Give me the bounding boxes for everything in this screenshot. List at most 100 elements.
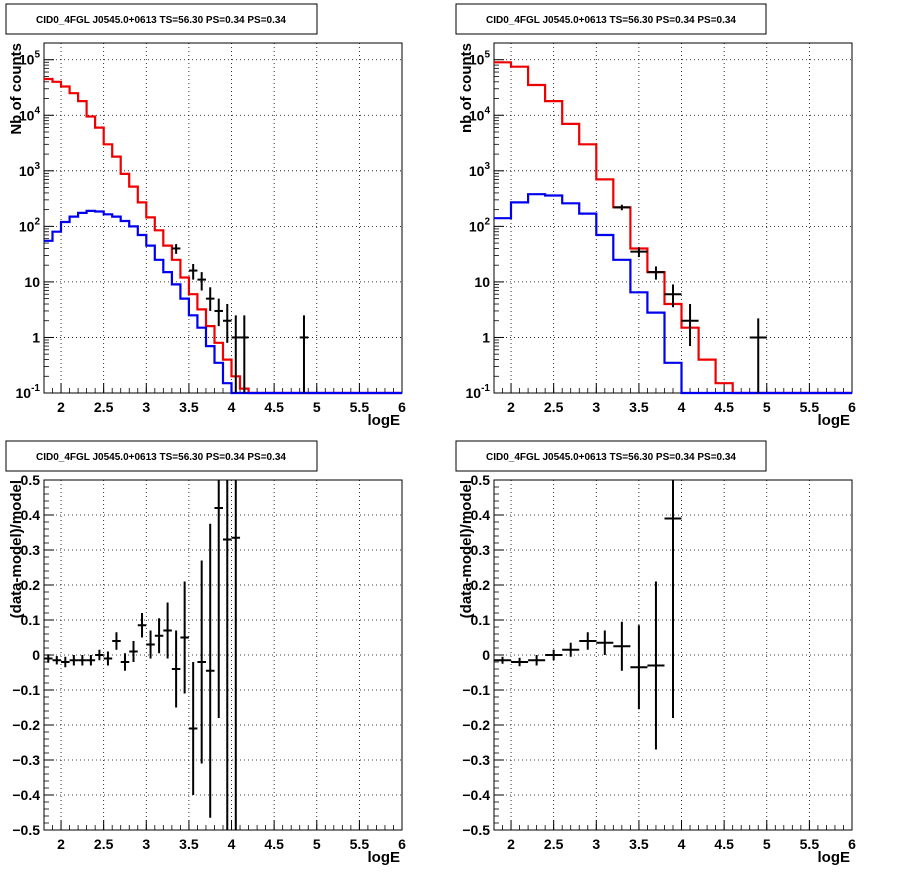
- data-point: [86, 655, 96, 666]
- x-axis-label: logE: [818, 849, 851, 866]
- x-tick-label: 5: [763, 399, 771, 415]
- y-tick-label: −0.4: [12, 787, 40, 803]
- data-point: [579, 632, 597, 650]
- x-tick-label: 4.5: [714, 836, 734, 852]
- x-tick-label: 4: [228, 836, 236, 852]
- y-tick-label: 1: [32, 329, 40, 345]
- y-tick-label: 102: [19, 216, 41, 234]
- data-point: [95, 649, 104, 661]
- data-point: [630, 625, 648, 710]
- data-point: [596, 630, 614, 655]
- series-layer: [494, 480, 682, 750]
- data-point: [511, 657, 529, 667]
- panel-title: CID0_4FGL J0545.0+0613 TS=56.30 PS=0.34 …: [486, 452, 736, 463]
- data-point: [223, 480, 232, 830]
- data-point: [664, 284, 682, 308]
- x-tick-label: 3: [592, 399, 600, 415]
- x-tick-label: 6: [848, 836, 856, 852]
- y-tick-label: 0.5: [471, 472, 491, 488]
- x-tick-label: 3: [142, 399, 150, 415]
- y-tick-label: 0.3: [471, 542, 491, 558]
- y-ticks: −0.5 −0.4 −0.3 −0.2 −0.1 0 0.1 0.2 0.3 0.4 0.5: [12, 472, 54, 838]
- data-point: [681, 304, 699, 347]
- data-point: [214, 480, 223, 718]
- panel-bottom-right: CID0_4FGL J0545.0+0613 TS=56.30 PS=0.34 …: [455, 440, 856, 866]
- x-tick-label: 2.5: [544, 836, 564, 852]
- series-step-line: [494, 193, 852, 395]
- x-tick-label: 2: [507, 836, 515, 852]
- title-box: [5, 3, 318, 35]
- y-tick-label: 0.4: [21, 507, 41, 523]
- x-tick-label: 4: [678, 399, 686, 415]
- panel-title: CID0_4FGL J0545.0+0613 TS=56.30 PS=0.34 …: [36, 452, 286, 463]
- panel-top-left: CID0_4FGL J0545.0+0613 TS=56.30 PS=0.34 …: [5, 3, 406, 429]
- data-point: [205, 523, 215, 818]
- y-tick-label: −0.5: [462, 822, 490, 838]
- y-ticks: −0.5 −0.4 −0.3 −0.2 −0.1 0 0.1 0.2 0.3 0.4 0.5: [462, 472, 504, 838]
- x-ticks: 2 2.5 3 3.5 4 4.5 5 5.5 6: [493, 820, 856, 852]
- data-point: [52, 656, 62, 665]
- y-tick-label: 0.4: [471, 507, 491, 523]
- x-tick-label: 4.5: [714, 399, 734, 415]
- x-ticks: 2 2.5 3 3.5 4 4.5 5 5.5 6: [43, 820, 406, 852]
- data-point: [180, 581, 189, 694]
- data-point: [137, 613, 147, 638]
- panel-title: CID0_4FGL J0545.0+0613 TS=56.30 PS=0.34 …: [36, 15, 286, 26]
- x-tick-label: 5: [763, 836, 771, 852]
- x-tick-label: 6: [848, 399, 856, 415]
- data-point: [231, 315, 241, 393]
- data-point: [61, 656, 70, 668]
- x-tick-label: 4: [678, 836, 686, 852]
- y-tick-label: −0.3: [462, 752, 490, 768]
- y-tick-label: 0: [482, 647, 490, 663]
- y-tick-label: 10-1: [466, 383, 491, 401]
- y-tick-label: 103: [469, 161, 491, 179]
- y-tick-label: 10: [24, 274, 40, 290]
- data-point: [630, 247, 648, 258]
- x-tick-label: 3.5: [629, 399, 649, 415]
- data-point: [664, 480, 682, 718]
- y-tick-label: 0.1: [21, 612, 41, 628]
- data-point: [231, 480, 241, 830]
- x-tick-label: 3.5: [629, 836, 649, 852]
- data-point: [299, 315, 309, 393]
- y-tick-label: −0.1: [12, 682, 40, 698]
- x-tick-label: 6: [398, 836, 406, 852]
- x-axis-label: logE: [368, 412, 401, 429]
- data-point: [613, 204, 631, 211]
- data-point: [171, 630, 181, 708]
- data-point: [103, 651, 113, 666]
- y-tick-label: 0.2: [471, 577, 491, 593]
- data-point: [188, 662, 198, 795]
- y-tick-label: −0.1: [462, 682, 490, 698]
- data-point: [78, 655, 87, 666]
- x-tick-label: 3.5: [179, 836, 199, 852]
- title-box: [5, 440, 318, 472]
- panel-top-right: CID0_4FGL J0545.0+0613 TS=56.30 PS=0.34 …: [455, 3, 856, 429]
- data-point: [197, 560, 206, 764]
- x-tick-label: 5.5: [350, 836, 370, 852]
- x-axis-label: logE: [368, 849, 401, 866]
- data-point: [240, 315, 249, 393]
- x-tick-label: 5.5: [800, 399, 820, 415]
- data-point: [494, 656, 512, 664]
- data-point: [188, 264, 198, 280]
- y-tick-label: 0.5: [21, 472, 41, 488]
- x-tick-label: 5: [313, 836, 321, 852]
- data-point: [528, 655, 546, 666]
- series-step-line: [44, 77, 402, 395]
- data-point: [647, 266, 665, 280]
- x-tick-label: 2.5: [94, 399, 114, 415]
- x-tick-label: 2: [57, 836, 65, 852]
- y-tick-label: 1: [482, 329, 490, 345]
- y-axis-label: Nb of counts: [8, 43, 25, 135]
- y-tick-label: −0.5: [12, 822, 40, 838]
- x-tick-label: 2: [57, 399, 65, 415]
- series-layer: [494, 61, 852, 395]
- data-point: [647, 581, 665, 750]
- y-tick-label: 0: [32, 647, 40, 663]
- series-step-line: [44, 209, 402, 395]
- y-tick-label: 10: [474, 274, 490, 290]
- x-tick-label: 5.5: [350, 399, 370, 415]
